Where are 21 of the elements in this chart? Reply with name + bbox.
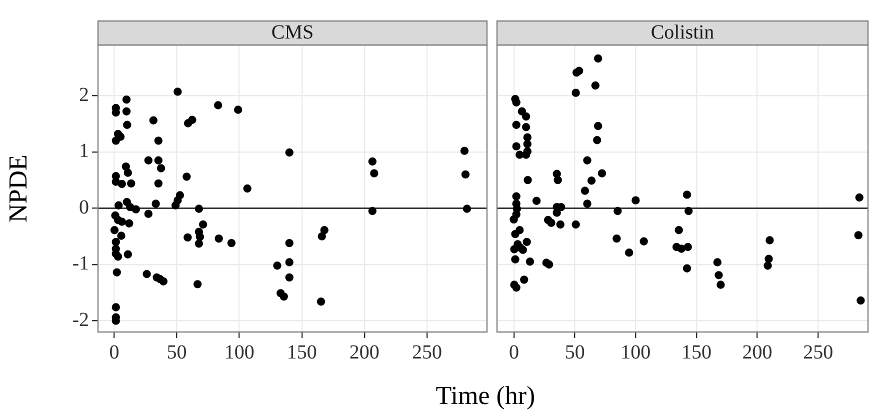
y-axis-title: NPDE: [3, 154, 32, 222]
x-tick-label: 200: [349, 341, 380, 364]
x-tick-label: 0: [109, 341, 120, 364]
chart-title: Colistin: [650, 21, 714, 44]
y-tick-label: -2: [72, 308, 89, 331]
x-tick-label: 100: [620, 341, 651, 364]
x-tick-label: 250: [412, 341, 442, 364]
x-tick-label: 50: [564, 341, 585, 364]
x-tick-label: 250: [803, 341, 834, 364]
x-tick-label: 150: [286, 341, 317, 364]
x-tick-label: 200: [742, 341, 772, 364]
chart-title: CMS: [271, 21, 314, 44]
y-tick-label: -1: [72, 252, 89, 275]
y-tick-label: 1: [79, 140, 89, 162]
x-tick-label: 50: [166, 341, 187, 364]
x-axis-title: Time (hr): [434, 380, 536, 412]
x-tick-label: 150: [681, 341, 712, 364]
x-tick-label: 100: [224, 341, 254, 364]
x-tick-label: 0: [509, 341, 520, 364]
y-tick-label: 0: [79, 196, 89, 218]
y-tick-label: 2: [79, 84, 89, 106]
